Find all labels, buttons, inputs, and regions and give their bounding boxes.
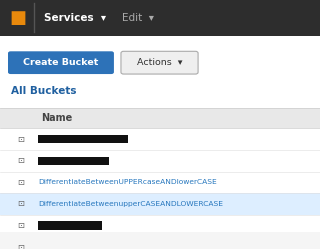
Text: Edit  ▾: Edit ▾: [122, 13, 154, 23]
FancyBboxPatch shape: [38, 243, 96, 249]
Text: Create Bucket: Create Bucket: [23, 58, 99, 67]
FancyBboxPatch shape: [38, 157, 109, 165]
FancyBboxPatch shape: [0, 150, 320, 172]
FancyBboxPatch shape: [0, 193, 320, 215]
FancyBboxPatch shape: [0, 0, 320, 36]
Text: Actions  ▾: Actions ▾: [137, 58, 182, 67]
FancyBboxPatch shape: [0, 108, 320, 128]
Text: All Buckets: All Buckets: [11, 86, 76, 96]
Text: ⊡: ⊡: [17, 178, 24, 187]
FancyBboxPatch shape: [38, 135, 128, 143]
Text: ⊡: ⊡: [17, 221, 24, 230]
FancyBboxPatch shape: [0, 236, 320, 249]
FancyBboxPatch shape: [0, 128, 320, 150]
Text: ⊡: ⊡: [17, 156, 24, 165]
Text: Services  ▾: Services ▾: [44, 13, 106, 23]
Text: ⊡: ⊡: [17, 243, 24, 249]
Text: ⊡: ⊡: [17, 199, 24, 208]
Text: DifferentiateBetweenUPPERcaseANDlowerCASE: DifferentiateBetweenUPPERcaseANDlowerCAS…: [38, 179, 217, 185]
Text: ⊡: ⊡: [17, 135, 24, 144]
FancyBboxPatch shape: [0, 36, 320, 232]
FancyBboxPatch shape: [121, 51, 198, 74]
FancyBboxPatch shape: [8, 51, 114, 74]
FancyBboxPatch shape: [38, 221, 102, 230]
FancyBboxPatch shape: [0, 172, 320, 193]
FancyBboxPatch shape: [0, 215, 320, 236]
Text: ■: ■: [9, 9, 26, 27]
Text: Name: Name: [42, 113, 73, 123]
Text: DifferentiateBetweenupperCASEANDLOWERCASE: DifferentiateBetweenupperCASEANDLOWERCAS…: [38, 201, 223, 207]
